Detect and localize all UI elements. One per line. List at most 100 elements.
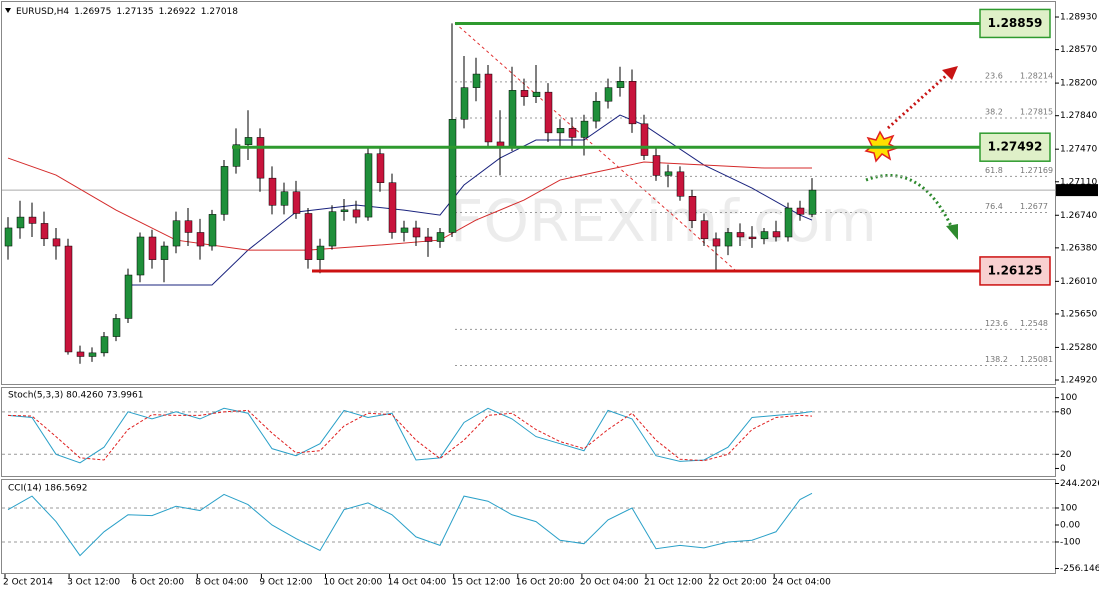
candle-body — [484, 73, 493, 143]
candle-body — [436, 232, 445, 242]
candle-body — [112, 318, 121, 337]
candle-body — [208, 214, 217, 247]
candle-body — [424, 236, 433, 242]
x-tick-label: 15 Oct 12:00 — [452, 578, 511, 588]
y-tick-label: 1.28930 — [1060, 13, 1097, 23]
candle-body — [100, 336, 109, 354]
candle-body — [520, 90, 529, 97]
candle-body — [592, 100, 601, 122]
candle-body — [580, 120, 589, 138]
header-price: 1.27018 — [201, 7, 238, 17]
level-box — [979, 132, 1051, 162]
fib-price: 1.2677 — [1020, 202, 1048, 211]
candle-body — [376, 153, 385, 183]
candle-body — [676, 171, 685, 197]
y-tick-label: 1.24920 — [1060, 376, 1097, 386]
y-tick-label: 1.28200 — [1060, 79, 1097, 89]
candle-body — [160, 245, 169, 260]
x-tick-label: 9 Oct 12:00 — [259, 578, 312, 588]
y-tick-label: 0.00 — [1060, 520, 1080, 530]
candle-body — [556, 128, 565, 134]
candle-body — [4, 227, 13, 247]
candle-body — [184, 220, 193, 233]
fib-price: 1.27815 — [1020, 107, 1053, 116]
level-label: 1.27492 — [988, 140, 1043, 154]
x-tick-label: 20 Oct 04:00 — [580, 578, 639, 588]
candle-body — [400, 227, 409, 233]
y-tick-label: 1.25280 — [1060, 343, 1097, 353]
price-tag-label: 1.27018 — [1060, 186, 1097, 196]
y-tick-label: 1.27110 — [1060, 177, 1097, 187]
candle-body — [88, 352, 97, 357]
arrow-head — [946, 224, 958, 240]
candle-body — [220, 166, 229, 215]
header-price: 1.27135 — [116, 7, 153, 17]
candle-body — [388, 182, 397, 233]
candle-body — [340, 209, 349, 212]
y-tick-label: 1.26010 — [1060, 277, 1097, 287]
candle-body — [616, 81, 625, 88]
candle-body — [352, 209, 361, 218]
candle-body — [628, 81, 637, 125]
level-box — [979, 256, 1051, 286]
candle-body — [796, 207, 805, 215]
header-price: 1.26922 — [159, 7, 196, 17]
candle-body — [280, 191, 289, 206]
fib-level: 23.6 — [985, 71, 1003, 80]
y-tick-label: 100 — [1060, 503, 1077, 513]
candle-body — [460, 87, 469, 120]
candle-body — [316, 245, 325, 260]
candle-body — [604, 87, 613, 102]
candle-body — [304, 213, 313, 260]
x-tick-label: 8 Oct 04:00 — [195, 578, 248, 588]
candle-body — [772, 231, 781, 238]
y-tick-label: 1.27840 — [1060, 111, 1097, 121]
main-panel — [1, 1, 1056, 385]
fib-level: 38.2 — [985, 107, 1003, 116]
indicator-line — [7, 492, 813, 557]
candle-body — [532, 91, 541, 97]
candle-body — [544, 91, 553, 134]
fib-price: 1.28214 — [1020, 71, 1053, 80]
candle-body — [268, 177, 277, 206]
x-tick-label: 14 Oct 04:00 — [388, 578, 447, 588]
candle-body — [244, 137, 253, 145]
candle-body — [52, 238, 61, 247]
header: EURUSD,H4 1.26975 1.27135 1.26922 1.27018 — [16, 7, 238, 17]
symbol: EURUSD,H4 — [16, 7, 69, 17]
x-tick-label: 2 Oct 2014 — [3, 578, 53, 588]
candle-body — [76, 351, 85, 357]
fib-price: 1.27169 — [1020, 166, 1053, 175]
candle-body — [700, 220, 709, 240]
panel-title: Stoch(5,3,3) 80.4260 73.9961 — [8, 391, 143, 401]
fib-level: 76.4 — [985, 202, 1003, 211]
candle-body — [784, 207, 793, 238]
candle-body — [568, 128, 577, 138]
y-tick-label: 1.25650 — [1060, 309, 1097, 319]
y-tick-label: -100 — [1060, 537, 1081, 547]
y-tick-label: 244.2026 — [1060, 479, 1099, 489]
candle-body — [28, 216, 37, 224]
candle-body — [124, 274, 133, 319]
candle-body — [328, 211, 337, 247]
x-tick-label: 24 Oct 04:00 — [772, 578, 831, 588]
x-tick-label: 22 Oct 20:00 — [708, 578, 767, 588]
candle-body — [136, 236, 145, 276]
candle-body — [64, 245, 73, 353]
candle-body — [16, 216, 25, 229]
candle-body — [724, 232, 733, 247]
y-tick-label: 20 — [1060, 450, 1072, 460]
y-tick-label: 1.26740 — [1060, 211, 1097, 221]
candle-body — [688, 196, 697, 221]
candle-body — [256, 137, 265, 179]
panel-title: CCI(14) 186.5692 — [8, 484, 88, 494]
candle-body — [448, 119, 457, 233]
arrow-head — [942, 66, 958, 80]
candle-body — [808, 189, 817, 215]
header-arrow — [5, 8, 11, 13]
y-tick-label: 1.27470 — [1060, 145, 1097, 155]
candle-body — [640, 123, 649, 156]
arrow-up — [886, 72, 950, 130]
candle-body — [40, 223, 49, 240]
candle-body — [364, 153, 373, 218]
